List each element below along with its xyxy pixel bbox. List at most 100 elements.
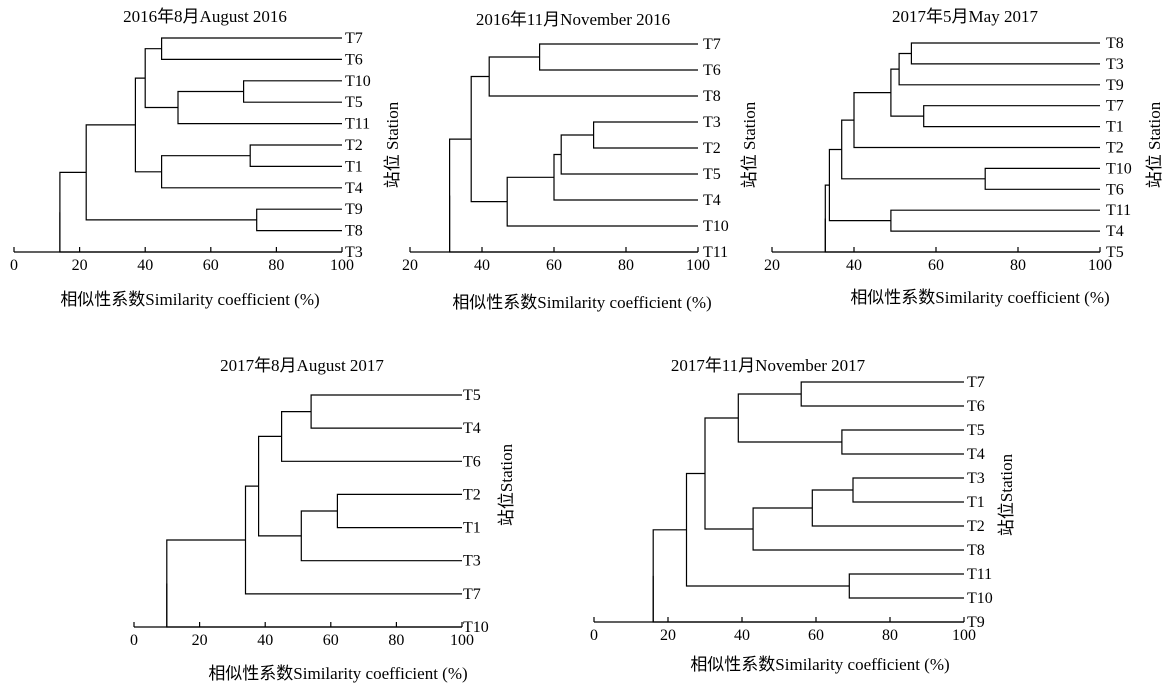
dendrogram-panel-2: 2016年11月November 2016 T7 T6 T8 T3 T2 T5 T4 T10 T1… [402,10,759,312]
x-tick-label: 100 [686,257,710,274]
leaf-label: T7 [967,374,985,391]
leaf-label: T11 [1106,202,1131,219]
dendrogram-branch [560,134,698,175]
dendrogram-branch [704,417,754,530]
leaf-label: T3 [703,114,721,131]
dendrogram-branch [737,393,842,443]
leaf-label: T2 [703,140,721,157]
y-axis-label: 站位Station [997,453,1016,536]
dendrogram-branch [243,80,342,103]
x-tick-label: 100 [952,627,976,644]
leaf-label: T1 [1106,119,1124,136]
leaf-label: T7 [463,586,481,603]
y-axis-label: 站位 Station [383,101,402,188]
dendrogram-panel-5: 2017年11月November 2017 T7 T6 T5 T4 T3 T1 T2 T8 T11… [590,356,1016,674]
leaf-label: T7 [345,30,363,47]
dendrogram-branch [841,429,964,455]
dendrogram-branch [848,573,964,599]
leaf-label: T5 [703,166,721,183]
x-tick-label: 0 [130,632,138,649]
leaf-label: T5 [967,422,985,439]
leaf-label: T2 [345,137,363,154]
leaf-label: T10 [703,218,729,235]
x-tick-label: 80 [882,627,898,644]
leaf-label: T6 [345,51,363,68]
x-tick-label: 40 [137,257,153,274]
dendrogram-branch [898,52,1100,86]
y-axis-label: 站位 Station [1145,101,1164,188]
dendrogram-branch [161,37,342,60]
dendrogram-branch [890,68,924,117]
dendrogram-panel-3: 2017年5月May 2017 T8 T3 T9 T7 T1 T2 T10 T6 T11 T4 T5 2… [764,7,1164,307]
dendrogram-branch [85,124,257,221]
x-tick-label: 60 [323,632,339,649]
dendrogram-branch [811,489,964,527]
x-axis-label: 相似性系数Similarity coefficient (%) [208,664,467,683]
leaf-label: T5 [1106,244,1124,261]
x-tick-label: 80 [388,632,404,649]
leaf-label: T1 [345,158,363,175]
dendrogram-branch [177,90,342,125]
dendrogram-branch [852,477,964,503]
leaf-label: T9 [1106,77,1124,94]
panel-title: 2017年11月November 2017 [671,356,866,375]
leaf-label: T4 [463,420,481,437]
x-tick-label: 100 [330,257,354,274]
dendrogram-branch [249,144,342,167]
leaf-label: T6 [463,453,481,470]
x-tick-label: 60 [546,257,562,274]
x-axis-label: 相似性系数Similarity coefficient (%) [452,293,711,312]
x-tick-label: 40 [734,627,750,644]
dendrogram-branch [652,529,964,623]
leaf-label: T8 [703,88,721,105]
dendrogram-branch [59,171,342,253]
x-tick-label: 20 [402,257,418,274]
panel-title: 2016年8月August 2016 [123,7,287,26]
leaf-label: T3 [1106,56,1124,73]
leaf-label: T10 [345,73,371,90]
dendrogram-branch [488,56,698,97]
dendrogram-branch [828,148,891,222]
dendrogram-panel-1: 2016年8月August 2016 T7 T6 T10 T5 T11 T2 T1 T4 T9 T8… [10,7,402,309]
panel-title: 2017年8月August 2017 [220,356,384,375]
x-tick-label: 60 [928,257,944,274]
x-tick-label: 40 [474,257,490,274]
leaf-label: T4 [1106,223,1124,240]
dendrogram-branch [890,209,1100,232]
leaf-label: T6 [967,398,985,415]
leaf-label: T3 [967,470,985,487]
leaf-label: T1 [463,520,481,537]
dendrogram-branch [593,121,698,149]
x-tick-label: 40 [846,257,862,274]
x-tick-label: 20 [72,257,88,274]
dendrogram-branch [923,105,1100,128]
dendrogram-branch [984,167,1100,190]
dendrogram-branch [134,77,162,173]
x-tick-label: 60 [203,257,219,274]
dendrogram-branch [800,381,964,407]
leaf-label: T7 [1106,98,1124,115]
x-tick-label: 100 [1088,257,1112,274]
leaf-label: T2 [967,518,985,535]
leaf-label: T1 [967,494,985,511]
x-tick-label: 0 [590,627,598,644]
x-tick-label: 20 [192,632,208,649]
dendrogram-panel-4: 2017年8月August 2017 T5 T4 T6 T2 T1 T3 T7 T10 0 20 40… [130,356,516,683]
leaf-label: T5 [463,387,481,404]
x-tick-label: 20 [764,257,780,274]
leaf-label: T2 [463,486,481,503]
dendrogram-branch [752,507,964,551]
x-tick-label: 80 [268,257,284,274]
x-tick-label: 40 [257,632,273,649]
leaf-label: T10 [463,619,489,636]
dendrogram-branch [449,138,698,253]
dendrogram-branch [258,435,302,537]
leaf-label: T8 [967,542,985,559]
x-tick-label: 80 [1010,257,1026,274]
leaf-label: T4 [967,446,985,463]
x-axis-label: 相似性系数Similarity coefficient (%) [850,288,1109,307]
leaf-label: T11 [703,244,728,261]
x-tick-label: 60 [808,627,824,644]
dendrogram-branch [553,153,698,201]
